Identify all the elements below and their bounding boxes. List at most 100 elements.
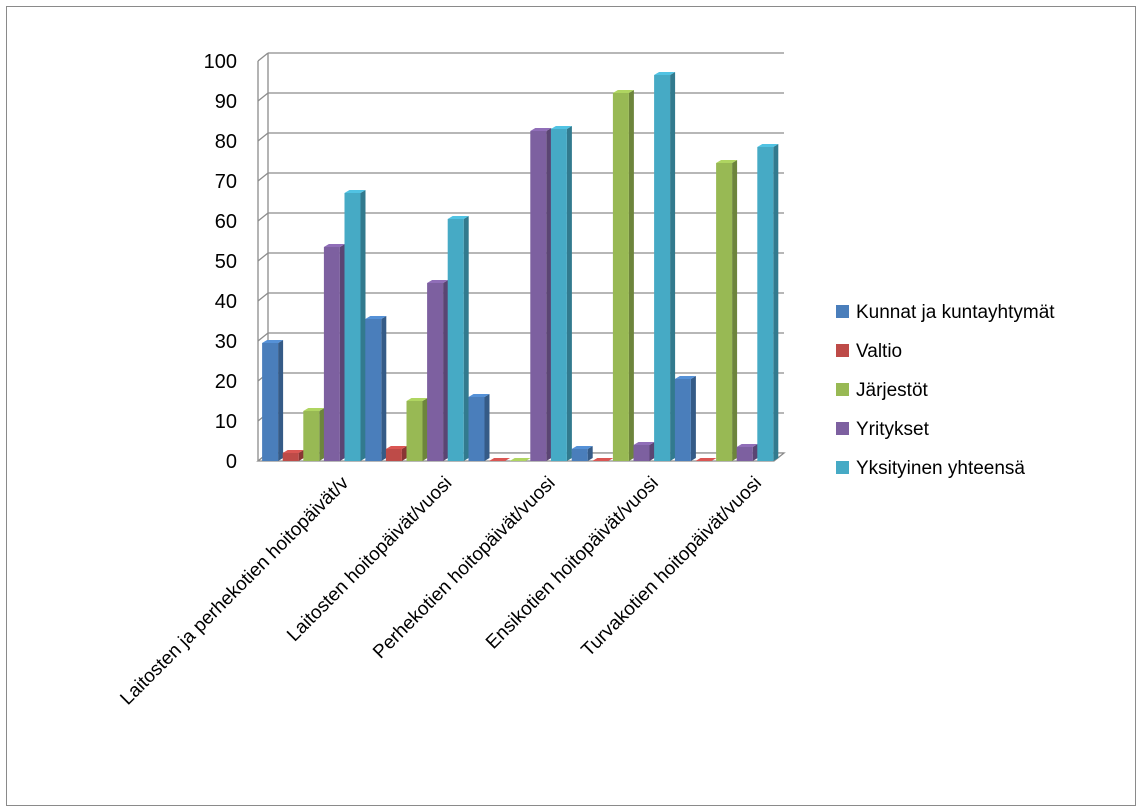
y-tick-label: 30 — [215, 331, 237, 353]
bar-side — [773, 144, 779, 461]
y-tick-label: 0 — [226, 451, 237, 473]
bar — [468, 394, 490, 461]
bar-top — [674, 376, 696, 379]
bar-side — [463, 216, 469, 461]
bar — [530, 128, 552, 461]
bar-top — [633, 442, 655, 445]
legend-label: Valtio — [856, 341, 902, 362]
bar-top — [592, 458, 614, 461]
bar-front — [323, 247, 340, 461]
bar-side — [732, 160, 738, 461]
bar-top — [509, 458, 531, 461]
legend-item: Yksityinen yhteensä — [836, 458, 1025, 479]
bar-side — [319, 408, 325, 461]
y-tick-label: 60 — [215, 211, 237, 233]
bar-front — [654, 75, 671, 461]
bar-side — [484, 394, 490, 461]
legend-label: Yritykset — [856, 419, 930, 440]
bar-top — [282, 450, 304, 453]
y-tick-label: 10 — [215, 411, 237, 433]
bar-top — [447, 216, 469, 219]
bar-side — [298, 450, 304, 461]
legend-label: Järjestöt — [856, 380, 929, 401]
bar-front — [716, 163, 733, 461]
gridline-side — [257, 292, 269, 302]
legend-swatch — [836, 461, 849, 474]
bar-top — [303, 408, 325, 411]
bar-top — [736, 444, 758, 447]
bar-front — [674, 379, 691, 461]
y-tick-label: 70 — [215, 171, 237, 193]
bars — [262, 72, 779, 461]
bar-front — [262, 343, 279, 461]
bar-front — [427, 283, 444, 461]
bar — [323, 244, 345, 461]
bar-top — [654, 72, 676, 75]
legend-label: Yksityinen yhteensä — [856, 458, 1025, 479]
bar-top — [530, 128, 552, 131]
bar-top — [365, 316, 387, 319]
bar-top — [757, 144, 779, 147]
bar — [509, 458, 531, 461]
bar-side — [566, 126, 572, 461]
bar-front — [571, 449, 588, 461]
bar — [695, 458, 717, 461]
bar-side — [670, 72, 676, 461]
bar-top — [427, 280, 449, 283]
bar — [303, 408, 325, 461]
bar — [550, 126, 572, 461]
x-tick-label: Laitosten ja perhekotien hoitopäivät/v — [116, 472, 353, 709]
bar-top — [489, 458, 511, 461]
bar-front — [303, 411, 320, 461]
gridline-side — [257, 132, 269, 142]
bar — [674, 376, 696, 461]
legend-item: Kunnat ja kuntayhtymät — [836, 302, 1055, 323]
bar — [592, 458, 614, 461]
bar-front — [385, 449, 402, 461]
bar-side — [628, 90, 634, 461]
bar-side — [339, 244, 345, 461]
bar-top — [406, 398, 428, 401]
bar — [262, 340, 284, 461]
bar-front — [757, 147, 774, 461]
gridline-side — [257, 92, 269, 102]
y-tick-label: 90 — [215, 91, 237, 113]
bar — [406, 398, 428, 461]
gridline-side — [257, 252, 269, 262]
legend-swatch — [836, 344, 849, 357]
bar-front — [468, 397, 485, 461]
bar-side — [278, 340, 284, 461]
legend: Kunnat ja kuntayhtymät Valtio Järjestöt Yri… — [836, 302, 1055, 479]
gridline-side — [257, 52, 269, 62]
y-tick-label: 80 — [215, 131, 237, 153]
bar-front — [736, 447, 753, 461]
y-tick-label: 40 — [215, 291, 237, 313]
bar-side — [690, 376, 696, 461]
y-tick-label: 100 — [204, 51, 237, 73]
legend-item: Yritykset — [836, 419, 930, 440]
bar — [654, 72, 676, 461]
bar-front — [406, 401, 423, 461]
bar-front — [447, 219, 464, 461]
y-axis-ticks: 0 10 20 30 40 50 60 70 80 90 100 — [204, 51, 237, 473]
legend-swatch — [836, 305, 849, 318]
bar-top — [716, 160, 738, 163]
x-tick-label: Turvakotien hoitopäivät/vuosi — [578, 473, 766, 661]
legend-item: Valtio — [836, 341, 902, 362]
bar — [447, 216, 469, 461]
bar — [427, 280, 449, 461]
gridline-side — [257, 212, 269, 222]
bar — [757, 144, 779, 461]
x-tick-label: Ensikotien hoitopäivät/vuosi — [482, 473, 663, 654]
bar-side — [649, 442, 655, 461]
bar-side — [401, 446, 407, 461]
bar — [489, 458, 511, 461]
y-tick-label: 20 — [215, 371, 237, 393]
bar-top — [612, 90, 634, 93]
bar-top — [468, 394, 490, 397]
bar-front — [550, 129, 567, 461]
legend-swatch — [836, 383, 849, 396]
bar-side — [443, 280, 449, 461]
bar-side — [422, 398, 428, 461]
bar-top — [344, 190, 366, 193]
